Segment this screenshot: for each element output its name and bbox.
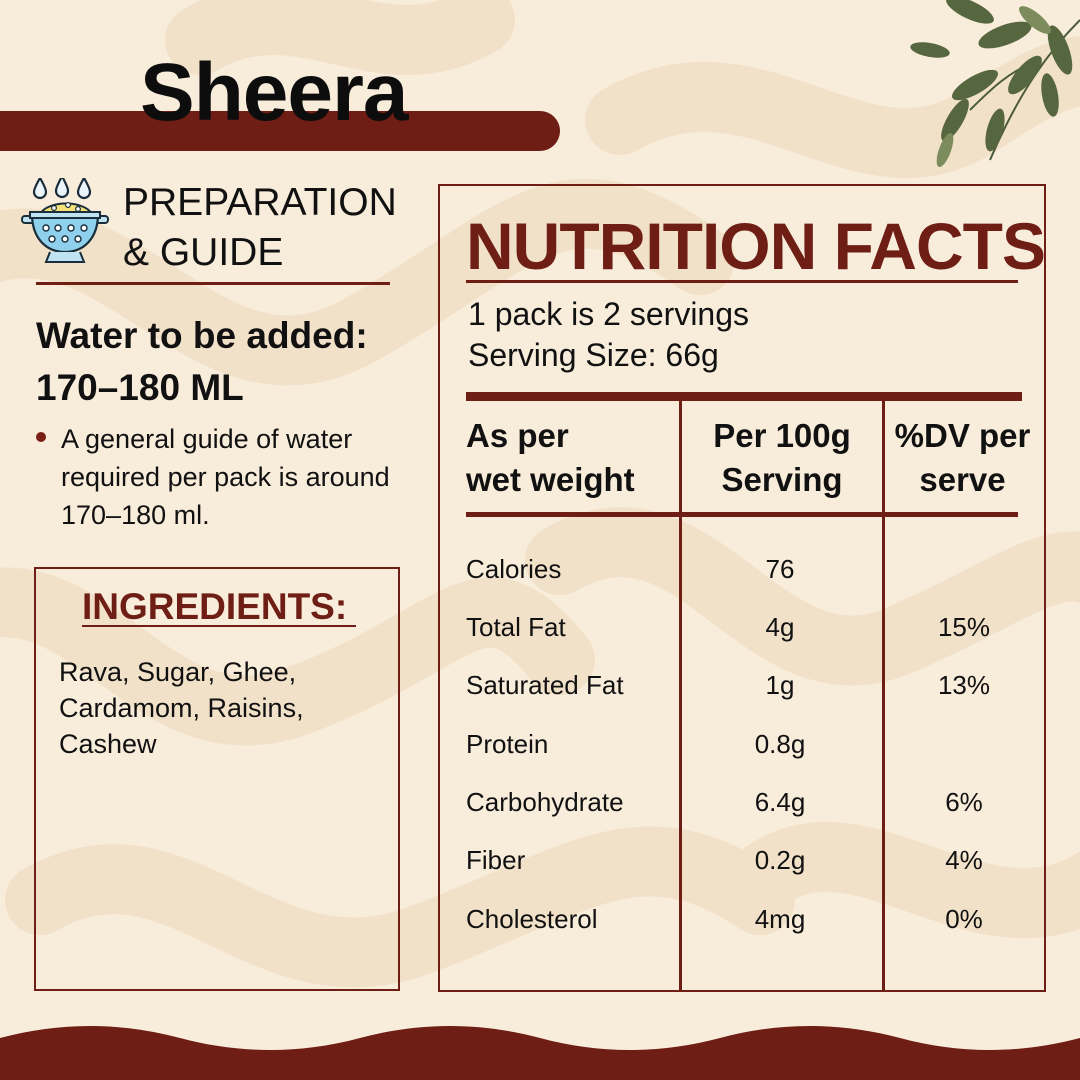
bottom-wave-decoration [0, 1026, 1080, 1080]
preparation-heading: PREPARATION & GUIDE [123, 178, 403, 278]
title-bar [0, 111, 560, 151]
nutrition-facts-box [438, 184, 1046, 992]
header-per-100g: Per 100g Serving [682, 414, 882, 502]
table-row: Protein 0.8g [466, 724, 1026, 764]
per-100g-value: 0.8g [754, 729, 806, 759]
header-wet-weight-line2: wet weight [466, 461, 635, 498]
nutrient-name: Carbohydrate [466, 787, 624, 817]
ingredients-box [34, 567, 400, 991]
dv-value: 15% [937, 612, 991, 642]
dv-value: 0% [945, 904, 983, 934]
ingredients-title: INGREDIENTS: [82, 586, 348, 627]
per-100g-value: 6.4g [754, 787, 806, 817]
per-100g-value: 1g [765, 670, 795, 700]
header-per-100g-line2: Serving [721, 461, 843, 498]
dv-value: 6% [945, 787, 983, 817]
header-wet-weight: As per wet weight [466, 414, 676, 502]
dv-value: 4% [945, 845, 983, 875]
preparation-divider [36, 282, 390, 285]
per-100g-value: 4mg [754, 904, 806, 934]
column-divider-1 [679, 401, 682, 991]
water-title-line2: 170–180 ML [36, 367, 244, 408]
header-divider [466, 512, 1018, 517]
water-title-line1: Water to be added: [36, 315, 368, 356]
dv-value: 13% [937, 670, 991, 700]
preparation-heading-line1: PREPARATION [123, 181, 397, 224]
table-row: Fiber 0.2g 4% [466, 840, 1026, 880]
per-100g-value: 0.2g [754, 845, 806, 875]
nutrition-title-underline [466, 280, 1018, 283]
table-row: Saturated Fat 1g 13% [466, 665, 1026, 705]
serving-info: 1 pack is 2 servings Serving Size: 66g [468, 294, 1008, 376]
header-dv: %DV per serve [885, 414, 1040, 502]
nutrient-name: Cholesterol [466, 904, 598, 934]
nutrient-name: Fiber [466, 845, 526, 875]
colander-icon [21, 178, 109, 263]
header-wet-weight-line1: As per [466, 417, 569, 454]
leaves-icon [910, 0, 1080, 168]
preparation-heading-line2: & GUIDE [123, 231, 284, 274]
header-dv-line2: serve [919, 461, 1006, 498]
bullet-dot [36, 432, 46, 442]
table-row: Carbohydrate 6.4g 6% [466, 782, 1026, 822]
serving-size: Serving Size: 66g [468, 337, 719, 373]
ingredients-text: Rava, Sugar, Ghee, Cardamom, Raisins, Ca… [59, 657, 304, 759]
header-dv-line1: %DV per [894, 417, 1031, 454]
nutrient-name: Saturated Fat [466, 670, 624, 700]
page-title: Sheera [140, 47, 409, 138]
nutrition-thick-divider [466, 392, 1022, 401]
column-divider-2 [882, 401, 885, 991]
table-row: Total Fat 4g 15% [466, 607, 1026, 647]
nutrient-name: Total Fat [466, 612, 566, 642]
per-100g-value: 76 [765, 554, 795, 584]
water-title: Water to be added: 170–180 ML [36, 310, 416, 414]
water-guide-text: A general guide of water required per pa… [61, 424, 390, 530]
nutrient-name: Calories [466, 554, 562, 584]
nutrient-name: Protein [466, 729, 549, 759]
table-row: Cholesterol 4mg 0% [466, 899, 1026, 939]
servings-per-pack: 1 pack is 2 servings [468, 296, 750, 332]
ingredients-underline [82, 625, 356, 627]
nutrition-facts-title: NUTRITION FACTS [466, 209, 1046, 283]
table-row: Calories 76 [466, 549, 1026, 589]
header-per-100g-line1: Per 100g [713, 417, 851, 454]
per-100g-value: 4g [765, 612, 795, 642]
